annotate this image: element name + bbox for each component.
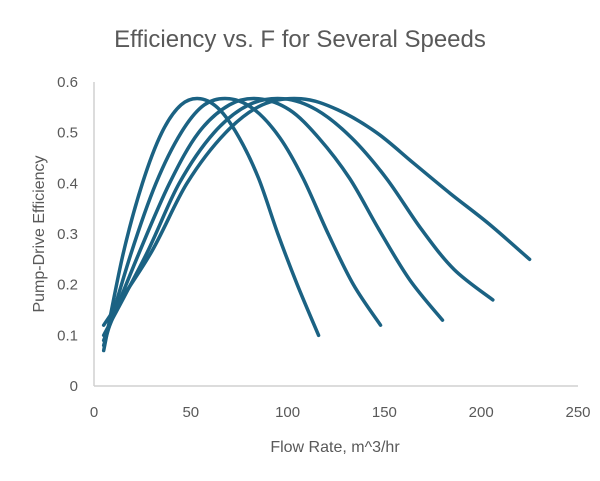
series-line-4 — [101, 96, 495, 338]
x-tick-label: 150 — [372, 404, 397, 421]
y-tick-label: 0.2 — [57, 277, 78, 294]
y-tick-label: 0.3 — [57, 226, 78, 243]
y-tick-label: 0.6 — [57, 74, 78, 91]
x-axis-title: Flow Rate, m^3/hr — [270, 439, 400, 456]
y-tick-label: 0 — [70, 378, 78, 395]
series-line-2 — [101, 96, 383, 348]
y-axis-title: Pump-Drive Efficiency — [31, 155, 48, 312]
chart-title: Efficiency vs. F for Several Speeds — [114, 26, 486, 53]
y-tick-label: 0.5 — [57, 125, 78, 142]
series-line-1 — [101, 96, 321, 353]
y-tick-label: 0.4 — [57, 175, 78, 192]
x-tick-label: 100 — [275, 404, 300, 421]
series-line-5 — [101, 96, 532, 327]
x-tick-label: 250 — [565, 404, 590, 421]
x-tick-label: 50 — [182, 404, 199, 421]
y-tick-label: 0.1 — [57, 327, 78, 344]
x-tick-label: 0 — [90, 404, 98, 421]
x-tick-label: 200 — [469, 404, 494, 421]
